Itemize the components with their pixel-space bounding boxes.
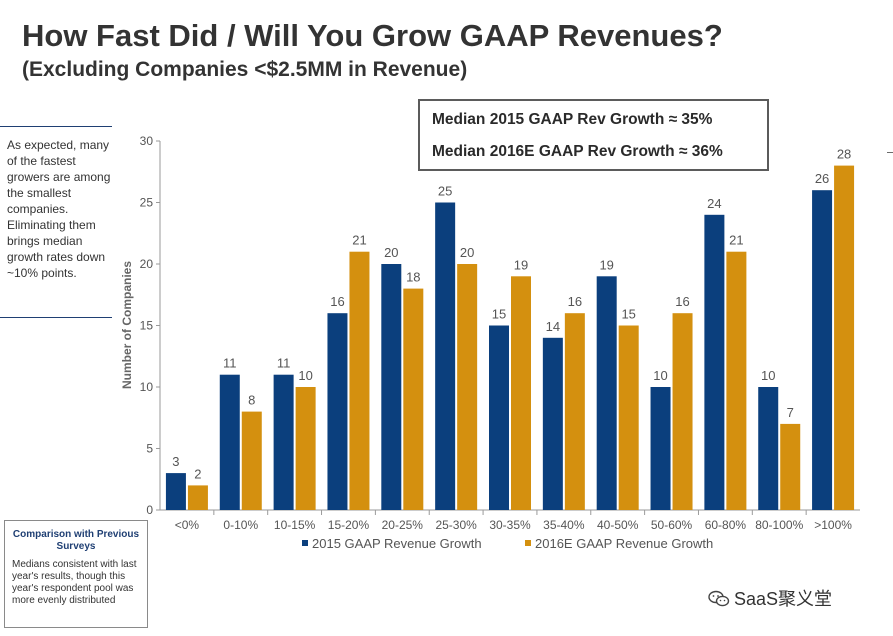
x-tick-label: <0% (175, 518, 200, 532)
bar-2016e (511, 276, 531, 510)
bar-value-label: 19 (514, 257, 528, 272)
y-tick-label: 25 (140, 196, 154, 210)
bar-2015 (273, 374, 294, 510)
legend-label: 2016E GAAP Revenue Growth (535, 536, 713, 551)
edge-accent (889, 0, 893, 140)
bar-2016e (780, 423, 801, 510)
bar-2016e (187, 485, 208, 510)
bar-value-label: 15 (492, 307, 506, 322)
side-note: As expected, many of the fastest growers… (0, 126, 112, 318)
x-tick-label: 50-60% (651, 518, 693, 532)
page-title: How Fast Did / Will You Grow GAAP Revenu… (22, 18, 723, 53)
bar-2015 (435, 202, 456, 510)
legend-swatch (525, 540, 531, 546)
median-2015: Median 2015 GAAP Rev Growth ≈ 35% (432, 111, 713, 128)
x-tick-label: 15-20% (328, 518, 370, 532)
bar-value-label: 8 (248, 393, 255, 408)
bar-value-label: 15 (621, 307, 635, 322)
bar-value-label: 21 (352, 233, 366, 248)
bar-2015 (596, 276, 617, 510)
bar-value-label: 20 (460, 245, 474, 260)
bar-value-label: 14 (546, 319, 560, 334)
legend-label: 2015 GAAP Revenue Growth (312, 536, 482, 551)
bar-2015 (165, 473, 186, 510)
y-tick-label: 10 (140, 380, 154, 394)
x-tick-label: 20-25% (382, 518, 424, 532)
bar-value-label: 21 (729, 233, 743, 248)
bar-value-label: 28 (837, 147, 851, 162)
bar-value-label: 2 (194, 466, 201, 481)
bar-value-label: 10 (653, 368, 667, 383)
bar-value-label: 26 (815, 171, 829, 186)
bar-value-label: 18 (406, 270, 420, 285)
bar-2016e (672, 313, 693, 510)
x-tick-label: 60-80% (705, 518, 747, 532)
y-axis-title: Number of Companies (120, 261, 134, 389)
bar-value-label: 3 (172, 454, 179, 469)
y-tick-label: 20 (140, 257, 154, 271)
bar-value-label: 25 (438, 184, 452, 199)
edge-rule (887, 152, 893, 153)
bar-2016e (726, 251, 747, 510)
bar-2016e (618, 325, 639, 510)
x-tick-label: 25-30% (435, 518, 477, 532)
x-tick-label: 80-100% (755, 518, 803, 532)
wechat-icon (708, 590, 730, 607)
watermark-text: SaaS聚义堂 (734, 589, 833, 609)
y-tick-label: 15 (140, 319, 154, 333)
bar-2016e (834, 165, 855, 510)
comparison-box: Comparison with Previous Surveys Medians… (4, 520, 148, 628)
bar-value-label: 16 (330, 294, 344, 309)
comparison-title: Comparison with Previous Surveys (12, 529, 140, 552)
bar-2015 (327, 313, 348, 510)
x-tick-label: 30-35% (489, 518, 531, 532)
bar-2015 (704, 214, 725, 511)
bar-2015 (758, 387, 779, 510)
bar-2016e (403, 288, 424, 510)
bar-value-label: 11 (223, 356, 237, 371)
median-2016: Median 2016E GAAP Rev Growth ≈ 36% (432, 143, 723, 160)
bar-2016e (295, 387, 316, 510)
y-tick-label: 5 (146, 442, 153, 456)
bar-2015 (219, 374, 240, 510)
x-tick-label: 40-50% (597, 518, 639, 532)
x-axis: <0% 0-10% 10-15% 15-20% 20-25% 25-30% 30-35% 35… (160, 509, 860, 532)
bar-2016e (241, 411, 262, 510)
bar-2015 (812, 190, 833, 510)
x-tick-label: 35-40% (543, 518, 585, 532)
bar-value-label: 16 (675, 294, 689, 309)
x-tick-label: 0-10% (223, 518, 258, 532)
legend-swatch (302, 540, 308, 546)
median-summary-box: Median 2015 GAAP Rev Growth ≈ 35% Median… (418, 99, 769, 171)
bar-2015 (542, 337, 563, 510)
bar-2015 (650, 387, 671, 510)
bar-2016e (564, 313, 585, 510)
bar-2016e (349, 251, 370, 510)
bar-2016e (457, 264, 478, 510)
side-note-text: As expected, many of the fastest growers… (7, 138, 111, 280)
bar-value-label: 19 (599, 257, 613, 272)
bar-value-label: 24 (707, 196, 721, 211)
x-tick-label: >100% (814, 518, 852, 532)
y-tick-label: 30 (140, 134, 154, 148)
bar-value-label: 20 (384, 245, 398, 260)
y-axis: 0 5 10 15 20 25 30 (140, 134, 161, 517)
bar-2015 (489, 325, 509, 510)
watermark: SaaS聚义堂 (708, 585, 832, 611)
bar-value-label: 10 (298, 368, 312, 383)
bar-value-label: 7 (787, 405, 794, 420)
y-tick-label: 0 (146, 503, 153, 517)
chart-legend: 2015 GAAP Revenue Growth 2016E GAAP Reven… (302, 536, 713, 551)
bar-value-label: 11 (277, 356, 291, 371)
x-tick-label: 10-15% (274, 518, 316, 532)
bar-value-label: 10 (761, 368, 775, 383)
bar-series: 32 11 8 11 10 16 21 20 18 25 20 15 19 14 16 19 15 10 16 24 2… (165, 147, 855, 511)
comparison-body: Medians consistent with last year's resu… (12, 559, 137, 606)
bar-value-label: 16 (568, 294, 582, 309)
page-subtitle: (Excluding Companies <$2.5MM in Revenue) (22, 58, 468, 81)
bar-2015 (381, 264, 402, 510)
